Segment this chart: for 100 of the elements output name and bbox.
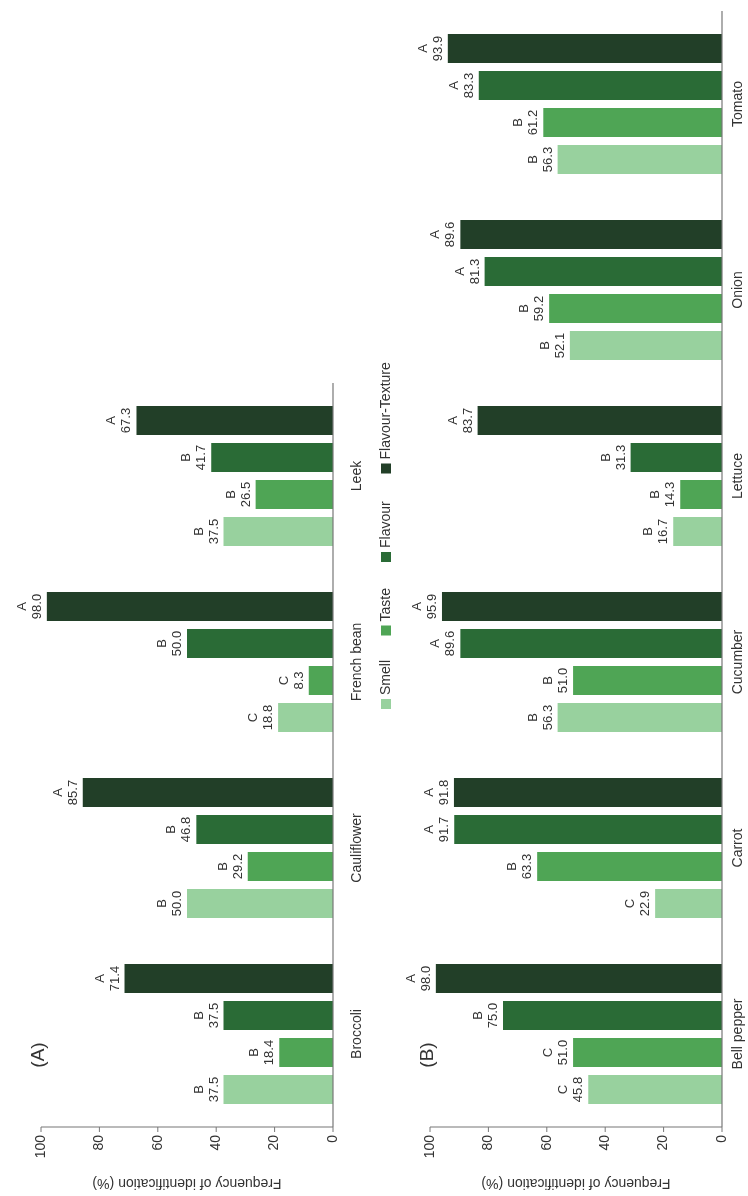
y-tick-label: Lettuce xyxy=(728,452,745,499)
bar xyxy=(503,1001,722,1030)
bar xyxy=(447,34,722,63)
data-label: A 91.7 xyxy=(421,816,452,843)
data-label: B 41.7 xyxy=(178,444,209,471)
text: Taste xyxy=(376,587,393,622)
data-label: A 93.9 xyxy=(414,35,445,62)
bar xyxy=(223,1075,333,1104)
bar xyxy=(557,145,722,174)
x-tick-label: 60 xyxy=(148,1134,165,1151)
text: (B) xyxy=(416,1042,438,1068)
data-label: C 22.9 xyxy=(622,890,653,917)
bar xyxy=(454,815,722,844)
y-tick-label: Tomato xyxy=(728,80,745,127)
bar xyxy=(223,517,333,546)
bar xyxy=(278,703,333,732)
data-label: C 8.3 xyxy=(275,671,306,690)
text: (A) xyxy=(27,1042,49,1068)
data-label: A 95.9 xyxy=(408,593,439,620)
bar xyxy=(680,480,722,509)
bar xyxy=(279,1038,333,1067)
data-label: B 50.0 xyxy=(154,890,184,917)
bar xyxy=(255,480,333,509)
data-label: A 85.7 xyxy=(49,779,80,806)
data-label: B 29.2 xyxy=(214,853,245,880)
x-tick-label: 80 xyxy=(90,1134,107,1151)
data-label: B 37.5 xyxy=(190,1076,221,1103)
data-label: B 31.3 xyxy=(597,444,628,471)
bar xyxy=(655,889,722,918)
y-tick-label: Onion xyxy=(728,271,745,309)
y-tick-label: Cauliflower xyxy=(347,813,364,883)
bar xyxy=(588,1075,722,1104)
text: Smell xyxy=(376,659,393,695)
data-label: A 71.4 xyxy=(91,965,122,992)
data-label: B 59.2 xyxy=(516,295,547,322)
data-label: A 67.3 xyxy=(103,407,134,434)
data-label: B 46.8 xyxy=(163,816,194,843)
bar xyxy=(187,889,333,918)
y-tick-label: Leek xyxy=(347,459,364,492)
data-label: A 89.6 xyxy=(427,630,458,657)
bar xyxy=(124,964,333,993)
x-tick-label: 80 xyxy=(479,1134,496,1151)
y-tick-label: French bean xyxy=(347,622,364,702)
data-label: B 26.5 xyxy=(222,481,253,508)
bar xyxy=(537,852,722,881)
data-label: A 91.8 xyxy=(420,779,451,806)
data-label: B 52.1 xyxy=(536,332,567,359)
bar xyxy=(435,964,722,993)
x-axis-title: Frequency of identification (%) xyxy=(481,1176,671,1193)
bar xyxy=(573,1038,722,1067)
data-label: C 45.8 xyxy=(555,1076,586,1103)
x-tick-label: 100 xyxy=(31,1134,48,1159)
bar xyxy=(557,703,722,732)
data-label: B 37.5 xyxy=(190,518,221,545)
x-axis-title: Frequency of identification (%) xyxy=(92,1176,282,1193)
bar xyxy=(630,443,722,472)
x-tick-label: 100 xyxy=(420,1134,437,1159)
data-label: B 16.7 xyxy=(640,518,671,545)
bar xyxy=(211,443,333,472)
bar xyxy=(441,592,722,621)
data-label: B 75.0 xyxy=(470,1002,500,1029)
data-label: A 81.3 xyxy=(451,258,482,285)
text: Flavour-Texture xyxy=(376,362,393,460)
y-tick-label: Carrot xyxy=(728,828,745,868)
data-label: A 98.0 xyxy=(13,593,44,620)
data-label: A 83.7 xyxy=(444,407,475,434)
bar xyxy=(136,406,333,435)
data-label: C 51.0 xyxy=(540,1039,571,1066)
data-label: B 56.3 xyxy=(524,704,555,731)
y-tick-label: Cucumber xyxy=(728,629,745,695)
data-label: A 89.6 xyxy=(427,221,458,248)
bar xyxy=(453,778,722,807)
bar xyxy=(477,406,722,435)
bar xyxy=(484,257,722,286)
data-label: A 98.0 xyxy=(402,965,433,992)
x-tick-label: 0 xyxy=(712,1134,729,1143)
bar xyxy=(460,629,722,658)
bar xyxy=(46,592,333,621)
bar xyxy=(247,852,333,881)
data-label: A 83.3 xyxy=(445,72,476,99)
data-label: B 61.2 xyxy=(510,109,541,136)
data-label: B 50.0 xyxy=(154,630,184,657)
text: Flavour xyxy=(376,500,393,548)
x-tick-label: 20 xyxy=(265,1134,282,1151)
bar xyxy=(569,331,722,360)
data-label: B 37.5 xyxy=(190,1002,221,1029)
bar xyxy=(187,629,333,658)
bar xyxy=(673,517,722,546)
x-tick-label: 40 xyxy=(595,1134,612,1151)
bar xyxy=(82,778,333,807)
bar xyxy=(223,1001,333,1030)
data-label: B 14.3 xyxy=(647,481,678,508)
bar xyxy=(478,71,722,100)
y-tick-label: Broccoli xyxy=(347,1009,364,1059)
x-tick-label: 0 xyxy=(323,1134,340,1143)
data-label: B 51.0 xyxy=(540,667,571,694)
bar xyxy=(543,108,722,137)
bar xyxy=(460,220,722,249)
data-label: B 56.3 xyxy=(524,146,555,173)
data-label: B 63.3 xyxy=(504,853,535,880)
